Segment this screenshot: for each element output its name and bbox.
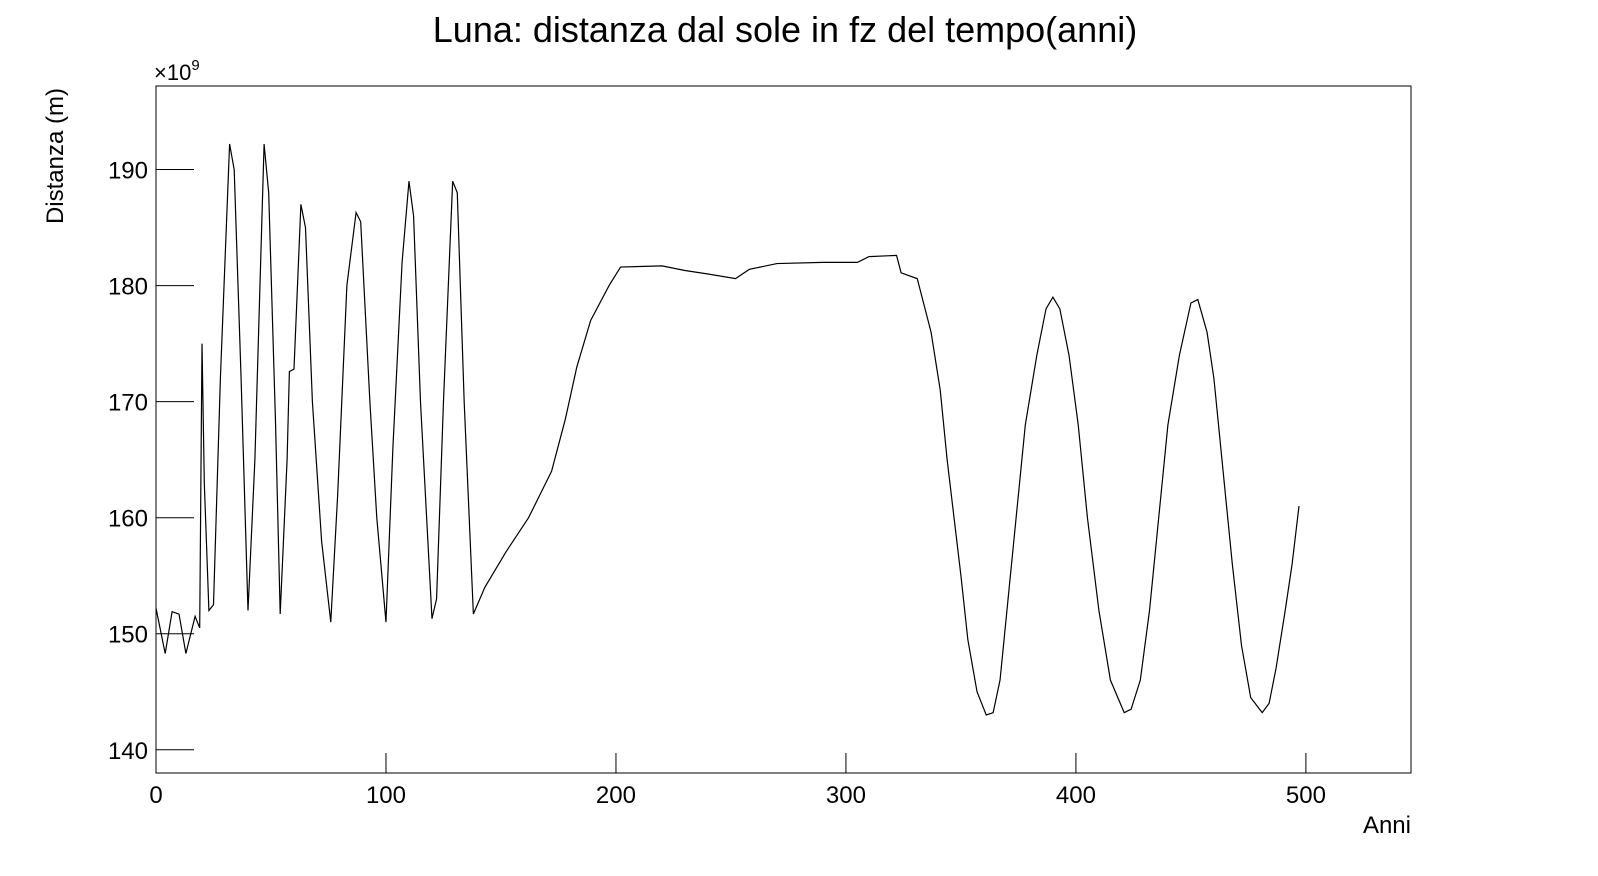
y-tick-label: 170 (108, 390, 148, 417)
x-tick-label: 100 (366, 782, 406, 809)
x-axis-label: Anni (1363, 812, 1411, 839)
x-tick-label: 0 (149, 782, 162, 809)
y-tick-label: 180 (108, 274, 148, 301)
y-tick-label: 190 (108, 158, 148, 185)
x-tick-label: 200 (596, 782, 636, 809)
plot-frame (155, 85, 1412, 774)
x-tick-label: 400 (1056, 782, 1096, 809)
data-line (155, 143, 1300, 716)
x-tick-label: 300 (826, 782, 866, 809)
y-multiplier-exponent: 9 (191, 57, 199, 74)
y-tick-label: 150 (108, 622, 148, 649)
y-multiplier: ×109 (154, 57, 200, 85)
y-tick-label: 160 (108, 506, 148, 533)
x-tick-label: 500 (1286, 782, 1326, 809)
chart-title: Luna: distanza dal sole in fz del tempo(… (433, 9, 1137, 50)
y-axis-label: Distanza (m) (42, 88, 69, 224)
y-tick-label: 140 (108, 738, 148, 765)
y-multiplier-base: ×10 (154, 60, 191, 85)
